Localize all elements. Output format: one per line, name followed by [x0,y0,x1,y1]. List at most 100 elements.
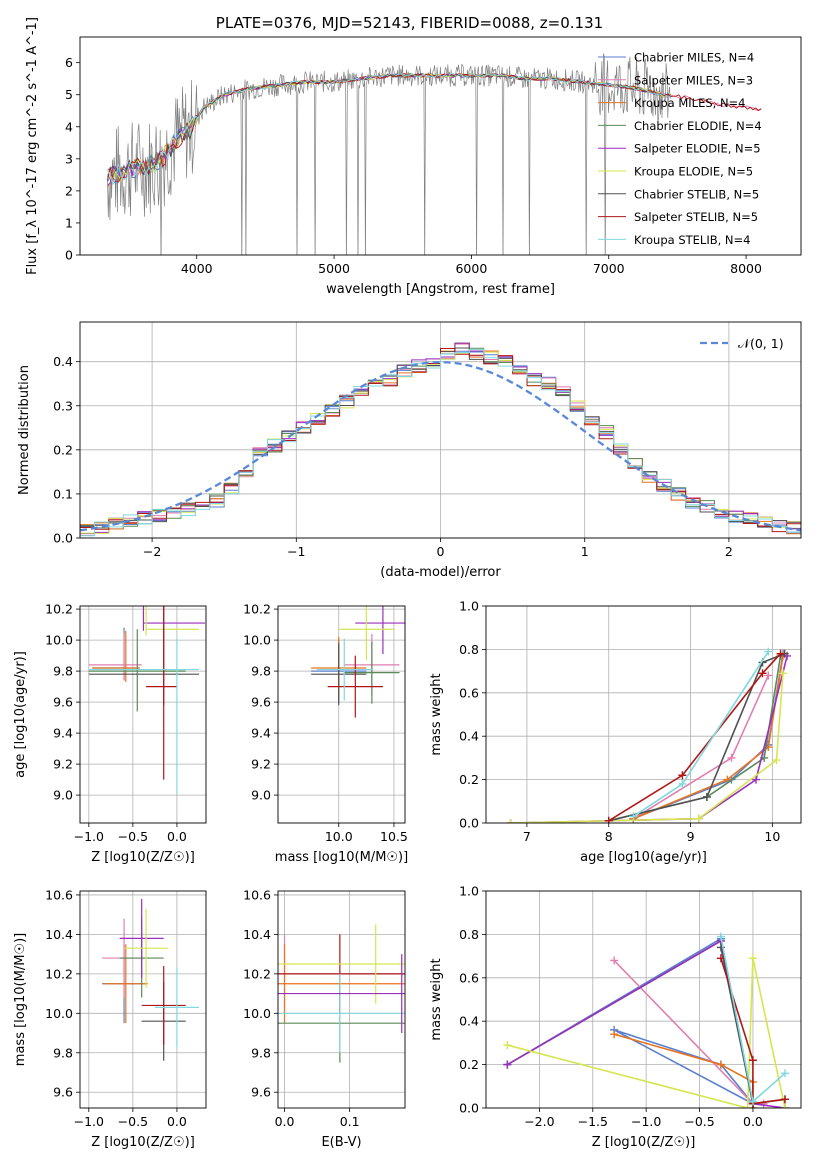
weight-marker [743,1104,752,1108]
y-tick-label: 9.6 [53,1085,73,1100]
x-axis-label: mass [log10(M/M☉)] [275,850,408,865]
x-tick-label: −0.5 [684,1114,714,1129]
y-axis-label: Flux [f_λ 10^-17 erg cm^-2 s^-1 A^-1] [25,17,40,275]
x-tick-label: 0.0 [743,1114,763,1129]
y-tick-label: 0.6 [459,685,479,700]
y-tick-label: 10.4 [243,927,271,942]
weight-marker [702,792,711,801]
x-tick-label: 0.0 [167,1114,187,1129]
y-axis-label: mass [log10(M/M☉)] [13,933,28,1066]
legend-label: Kroupa ELODIE, N=5 [634,165,753,179]
y-tick-label: 0.2 [459,772,479,787]
legend-label: 𝒩(0, 1) [738,336,784,351]
panel-5: 7 8 9 10 0.0 0.2 0.4 0.6 0.8 1.0 age [log10(age/yr… [429,599,802,865]
weight-marker [610,1030,619,1039]
legend-label: Chabrier ELODIE, N=4 [634,119,762,133]
y-tick-label: 10.0 [45,1006,73,1021]
y-tick-label: 0.0 [459,816,479,831]
y-tick-label: 0.8 [459,642,479,657]
x-axis-label: age [log10(age/yr)] [580,850,707,865]
y-tick-label: 10.0 [243,1006,271,1021]
y-axis-label: age [log10(age/yr)] [13,651,28,778]
plot-area [102,898,199,1061]
weight-marker [604,816,613,823]
x-axis-label: Z [log10(Z/Z☉)] [592,1135,696,1150]
weight-marker [678,771,687,780]
x-axis-label: Z [log10(Z/Z☉)] [91,850,195,865]
panel-4: 10.0 10.5 9.0 9.2 9.4 9.6 9.8 10.0 10.2 mass [log… [243,602,408,865]
panel-7: 0.0 0.1 9.6 9.8 10.0 10.2 10.4 10.6 E(B-V) [243,887,406,1150]
panel-3: −1.0 −0.5 0.0 9.0 9.2 9.4 9.6 9.8 10.0 10.2 Z [log… [13,602,207,865]
y-tick-label: 0.0 [459,1101,479,1116]
weight-marker [764,647,773,656]
weight-marker [629,812,638,821]
y-tick-label: 0.4 [459,729,479,744]
y-axis-label: mass weight [429,958,444,1040]
weight-line-salpeter-elodie [510,655,788,823]
weight-marker [764,671,773,680]
weight-line-chabrier-miles [506,937,755,1106]
y-tick-label: 0.2 [53,442,73,457]
x-tick-label: 8000 [730,261,762,276]
weight-marker [752,775,760,784]
y-tick-label: 9.2 [251,757,271,772]
y-tick-label: 1.0 [459,599,479,614]
x-tick-label: −2.0 [524,1114,554,1129]
weight-marker [503,1060,512,1069]
axes-frame [79,890,207,1109]
normal-curve [80,360,801,532]
y-tick-label: 9.8 [251,664,271,679]
weight-marker [503,1041,512,1050]
y-tick-label: 10.4 [45,927,73,942]
y-tick-label: 0.1 [53,486,73,501]
y-tick-label: 9.0 [53,788,73,803]
plot-area [311,606,405,718]
y-tick-label: 10.2 [45,966,73,981]
x-tick-label: −1.0 [74,829,104,844]
y-tick-label: 10.6 [243,887,271,902]
legend-label: Salpeter STELIB, N=5 [634,210,758,224]
x-tick-label: 7 [523,829,531,844]
weight-marker [716,932,725,941]
y-tick-label: 9.8 [251,1045,271,1060]
x-tick-label: 6000 [455,261,487,276]
y-tick-label: 0 [65,248,73,263]
weight-marker [678,779,687,788]
y-tick-label: 9.4 [53,726,73,741]
y-tick-label: 9.8 [53,664,73,679]
y-tick-label: 9.6 [53,695,73,710]
y-tick-label: 1.0 [459,884,479,899]
y-axis-label: Normed distribution [17,365,32,495]
x-axis-label: (data-model)/error [380,565,501,580]
y-tick-label: 10.2 [243,602,271,617]
weight-line-kroupa-miles [613,1033,754,1108]
y-tick-label: 9.8 [53,1045,73,1060]
y-tick-label: 0.8 [459,927,479,942]
x-tick-label: 0.1 [340,1114,360,1129]
axes-frame [485,605,802,824]
y-axis-label: mass weight [429,673,444,755]
legend: Chabrier MILES, N=4 Salpeter MILES, N=3 Kr… [598,51,762,247]
plot-area [107,53,762,255]
weight-line-chabrier-stelib [608,652,785,822]
weight-marker [780,1095,789,1104]
y-tick-label: 9.2 [53,757,73,772]
plot-area [506,647,792,823]
legend-label: Chabrier STELIB, N=5 [634,187,759,201]
x-tick-label: 0.0 [275,1114,295,1129]
x-tick-label: −2 [143,544,161,559]
x-axis-label: E(B-V) [321,1135,361,1150]
legend-label: Salpeter MILES, N=3 [634,73,753,87]
weight-line-salpeter-stelib [608,653,782,822]
x-tick-label: 10.5 [380,829,408,844]
legend-label: Chabrier MILES, N=4 [634,51,754,65]
y-tick-label: 1 [65,215,73,230]
y-tick-label: 0.2 [459,1057,479,1072]
y-tick-label: 5 [65,87,73,102]
axes-frame [79,605,207,824]
y-tick-label: 4 [65,119,73,134]
weight-marker [748,1097,757,1106]
x-tick-label: 5000 [318,261,350,276]
weight-line-salpeter-miles [613,959,764,1105]
